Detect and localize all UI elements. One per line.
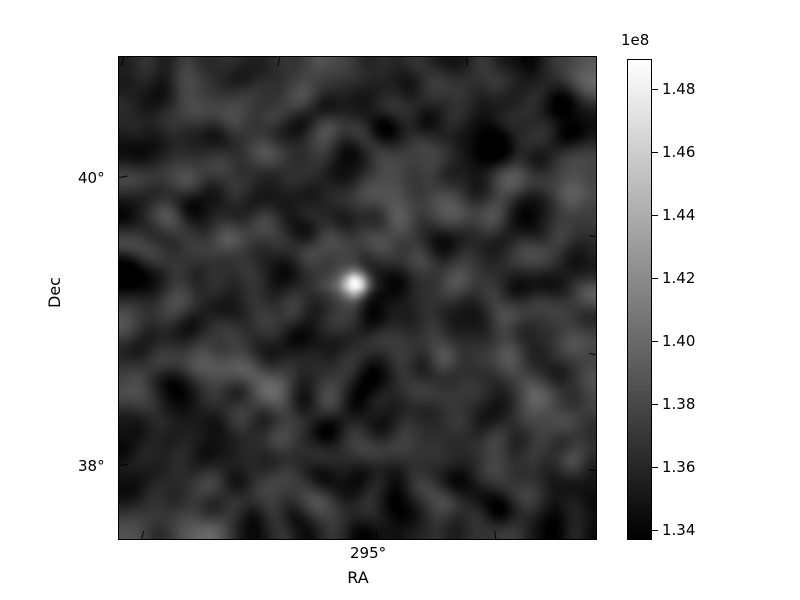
colorbar-tick-136 <box>652 467 658 468</box>
ytick-label-38: 38° <box>78 457 105 475</box>
colorbar-label-138: 1.38 <box>662 395 696 413</box>
colorbar-label-140: 1.40 <box>662 332 696 350</box>
colorbar <box>627 59 652 540</box>
y-axis-label: Dec <box>45 277 64 308</box>
colorbar-label-148: 1.48 <box>662 80 696 98</box>
colorbar-label-134: 1.34 <box>662 521 696 539</box>
x-axis-label: RA <box>347 568 369 587</box>
xtick-label-295: 295° <box>350 544 387 562</box>
sky-image-axes <box>118 56 597 540</box>
colorbar-label-136: 1.36 <box>662 458 696 476</box>
colorbar-tick-138 <box>652 404 658 405</box>
colorbar-tick-146 <box>652 152 658 153</box>
colorbar-tick-134 <box>652 530 658 531</box>
colorbar-tick-142 <box>652 278 658 279</box>
colorbar-tick-140 <box>652 341 658 342</box>
ytick-label-40: 40° <box>78 169 105 187</box>
sky-image-heatmap <box>119 57 596 539</box>
colorbar-label-144: 1.44 <box>662 206 696 224</box>
colorbar-tick-148 <box>652 89 658 90</box>
colorbar-label-146: 1.46 <box>662 143 696 161</box>
colorbar-label-142: 1.42 <box>662 269 696 287</box>
colorbar-tick-144 <box>652 215 658 216</box>
colorbar-offset-text: 1e8 <box>621 31 650 49</box>
